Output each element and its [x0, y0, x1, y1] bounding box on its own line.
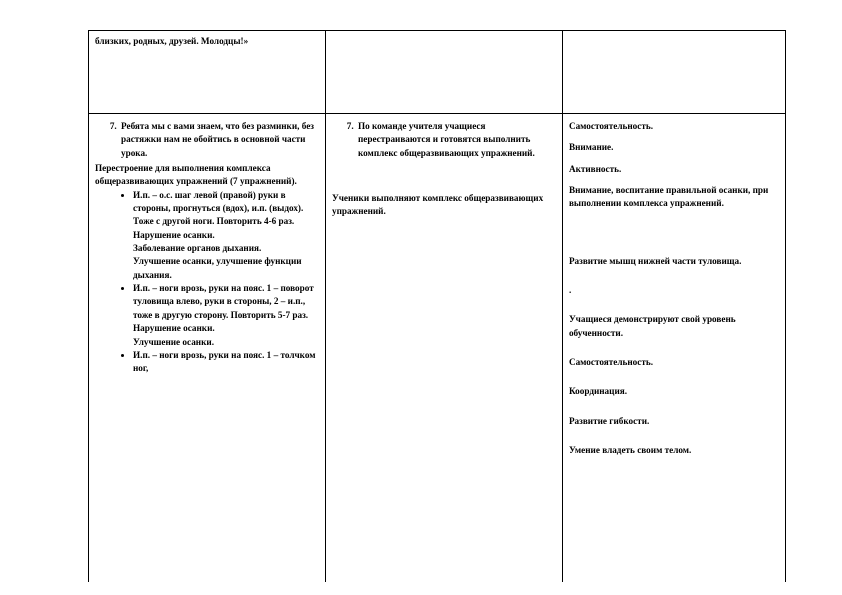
table-row: Ребята мы с вами знаем, что без разминки… [89, 114, 786, 583]
col3-para: Умение владеть своим телом. [569, 444, 779, 457]
col1-item-7-lead: Ребята мы с вами знаем, что без разминки… [121, 121, 314, 158]
col1-bullets: И.п. – о.с. шаг левой (правой) руки в ст… [95, 189, 319, 376]
row1-col1-text: близких, родных, друзей. Молодцы!» [95, 36, 248, 46]
row1-col1: близких, родных, друзей. Молодцы!» [89, 31, 326, 114]
bullet-line: Нарушение осанки. [133, 229, 319, 242]
col1-numbered-list: Ребята мы с вами знаем, что без разминки… [95, 120, 319, 160]
col3-para: Внимание. [569, 141, 779, 154]
row1-col3 [562, 31, 785, 114]
bullet-line: И.п. – о.с. шаг левой (правой) руки в ст… [133, 189, 319, 229]
bullet-line: Улучшение осанки, улучшение функции дыха… [133, 255, 319, 282]
list-item: И.п. – ноги врозь, руки на пояс. 1 – тол… [133, 349, 319, 376]
col3-para: Внимание, воспитание правильной осанки, … [569, 184, 779, 211]
col3-para: Активность. [569, 163, 779, 176]
table-row: близких, родных, друзей. Молодцы!» [89, 31, 786, 114]
lesson-plan-table: близких, родных, друзей. Молодцы!» Ребят… [88, 30, 786, 582]
list-item: И.п. – ноги врозь, руки на пояс. 1 – пов… [133, 282, 319, 349]
col3-para: Самостоятельность. [569, 120, 779, 133]
row2-col1: Ребята мы с вами знаем, что без разминки… [89, 114, 326, 583]
col2-numbered-list: По команде учителя учащиеся перестраиваю… [332, 120, 556, 160]
row1-col2 [325, 31, 562, 114]
col3-para: Учащиеся демонстрируют свой уровень обуч… [569, 313, 779, 340]
col3-para: Развитие гибкости. [569, 415, 779, 428]
bullet-line: Улучшение осанки. [133, 336, 319, 349]
col3-para: Координация. [569, 385, 779, 398]
col2-after: Ученики выполняют комплекс общеразвивающ… [332, 192, 556, 219]
spacer [332, 162, 556, 192]
bullet-line: И.п. – ноги врозь, руки на пояс. 1 – тол… [133, 349, 319, 376]
col3-para: Развитие мышц нижней части туловища. [569, 255, 779, 268]
col1-item-7: Ребята мы с вами знаем, что без разминки… [119, 120, 319, 160]
row2-col2: По команде учителя учащиеся перестраиваю… [325, 114, 562, 583]
bullet-line: И.п. – ноги врозь, руки на пояс. 1 – пов… [133, 282, 319, 322]
page: близких, родных, друзей. Молодцы!» Ребят… [0, 0, 842, 595]
col3-para: Самостоятельность. [569, 356, 779, 369]
row2-col3: Самостоятельность. Внимание. Активность.… [562, 114, 785, 583]
bullet-line: Нарушение осанки. [133, 322, 319, 335]
bullet-line: Заболевание органов дыхания. [133, 242, 319, 255]
col2-item-7: По команде учителя учащиеся перестраиваю… [356, 120, 556, 160]
col3-para: . [569, 284, 779, 297]
col1-after-item: Перестроение для выполнения комплекса об… [95, 162, 319, 189]
col2-item-7-text: По команде учителя учащиеся перестраиваю… [358, 121, 535, 158]
list-item: И.п. – о.с. шаг левой (правой) руки в ст… [133, 189, 319, 282]
